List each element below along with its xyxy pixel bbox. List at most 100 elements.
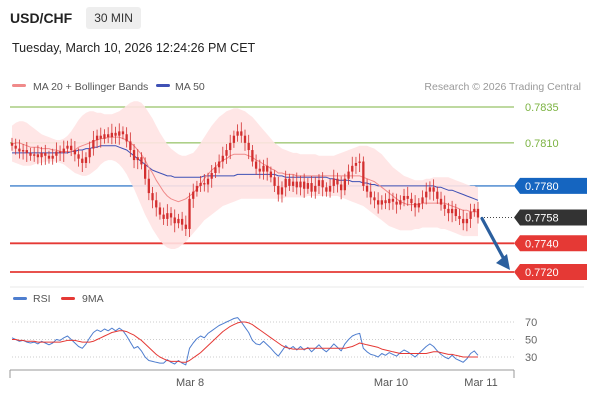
candle-body [129, 141, 132, 151]
candle-body [169, 213, 173, 218]
candle-body [277, 185, 280, 195]
candle-body [136, 157, 139, 161]
candle-body [236, 131, 239, 136]
candle-body [291, 181, 295, 186]
candle-body [166, 213, 169, 219]
candle-body [33, 154, 36, 156]
candle [169, 207, 173, 226]
x-tick-label: Mar 11 [464, 377, 497, 389]
candle-body [406, 195, 409, 199]
level-tag-current [514, 209, 587, 226]
symbol-label: USD/CHF [10, 10, 73, 26]
candle-body [132, 150, 136, 161]
candle-body [188, 198, 191, 229]
candle [277, 176, 280, 202]
x-tick-label: Mar 8 [176, 377, 204, 389]
rsi-tick-label: 30 [525, 352, 537, 364]
candle [103, 129, 106, 144]
candle [432, 179, 435, 201]
candle-body [21, 150, 25, 152]
candle [262, 159, 265, 180]
candle-body [221, 155, 224, 162]
candle-body [447, 208, 450, 214]
candle-body [118, 131, 121, 136]
candle [299, 175, 302, 196]
candle [40, 146, 43, 166]
candle-body [269, 171, 273, 178]
candle-body [247, 142, 250, 151]
candle-body [258, 168, 261, 172]
candle-body [95, 135, 99, 140]
candle-body [373, 197, 376, 201]
level-label-support-2: 0.7720 [525, 267, 559, 279]
candle [325, 182, 328, 197]
candle [47, 150, 51, 164]
candle-body [436, 191, 439, 199]
candle [140, 152, 143, 170]
candle [92, 130, 95, 156]
rsi-panel: 70 50 30 [11, 317, 537, 366]
candle [110, 123, 113, 145]
candle-body [317, 180, 321, 186]
candle-body [432, 187, 435, 192]
candle [18, 139, 21, 159]
candle [354, 156, 358, 174]
candle-body [14, 145, 17, 149]
candle-body [44, 152, 47, 156]
candle-body [362, 161, 365, 186]
candle-body [347, 171, 350, 179]
timeframe-button[interactable]: 30 MIN [86, 7, 141, 29]
candle [328, 178, 332, 198]
candle-body [25, 150, 28, 153]
candle [447, 202, 450, 222]
candle-body [425, 191, 428, 198]
candle [395, 193, 398, 214]
candle [247, 134, 250, 160]
rsi-tick-label: 70 [525, 317, 537, 329]
candle [439, 191, 443, 211]
candle [476, 201, 480, 224]
candle-body [288, 178, 291, 186]
candle-body [343, 178, 346, 191]
candle-body [206, 178, 210, 185]
candle [310, 176, 313, 198]
candle [402, 188, 406, 207]
candle-body [254, 161, 258, 169]
candle [221, 146, 224, 169]
candle-body [273, 177, 276, 186]
candle [358, 153, 361, 172]
candle [199, 176, 202, 192]
candle-body [125, 134, 128, 142]
candle-body [10, 142, 14, 146]
x-axis: Mar 8 Mar 10 Mar 11 [176, 377, 498, 389]
level-tag-pivot [514, 177, 587, 194]
candle [336, 172, 339, 193]
candle [410, 192, 413, 212]
candle-body [454, 208, 457, 217]
level-label-support-1: 0.7740 [525, 238, 559, 250]
candle-body [81, 158, 84, 163]
candle [347, 164, 350, 185]
datetime-label: Tuesday, March 10, 2026 12:24:26 PM CET [12, 41, 256, 55]
candle [254, 154, 258, 175]
forecast-arrow-head [496, 254, 510, 270]
candle-body [325, 187, 328, 192]
ma20-legend-label: MA 20 + Bollinger Bands [33, 81, 148, 93]
forecast-arrow-shaft [480, 216, 507, 263]
candle [217, 154, 221, 174]
candle-body [280, 187, 284, 195]
candle-body [217, 161, 221, 168]
candle [365, 178, 369, 198]
candle [125, 127, 128, 148]
candle [362, 156, 365, 191]
candle-body [391, 198, 395, 202]
candle [251, 145, 254, 167]
candle-body [203, 183, 206, 185]
candle-body [428, 187, 432, 192]
level-tag-support-2 [514, 264, 587, 280]
candle [129, 132, 132, 158]
candle [236, 124, 239, 142]
candle-body [99, 135, 102, 139]
candle-body [314, 185, 317, 192]
candle-body [365, 185, 369, 192]
